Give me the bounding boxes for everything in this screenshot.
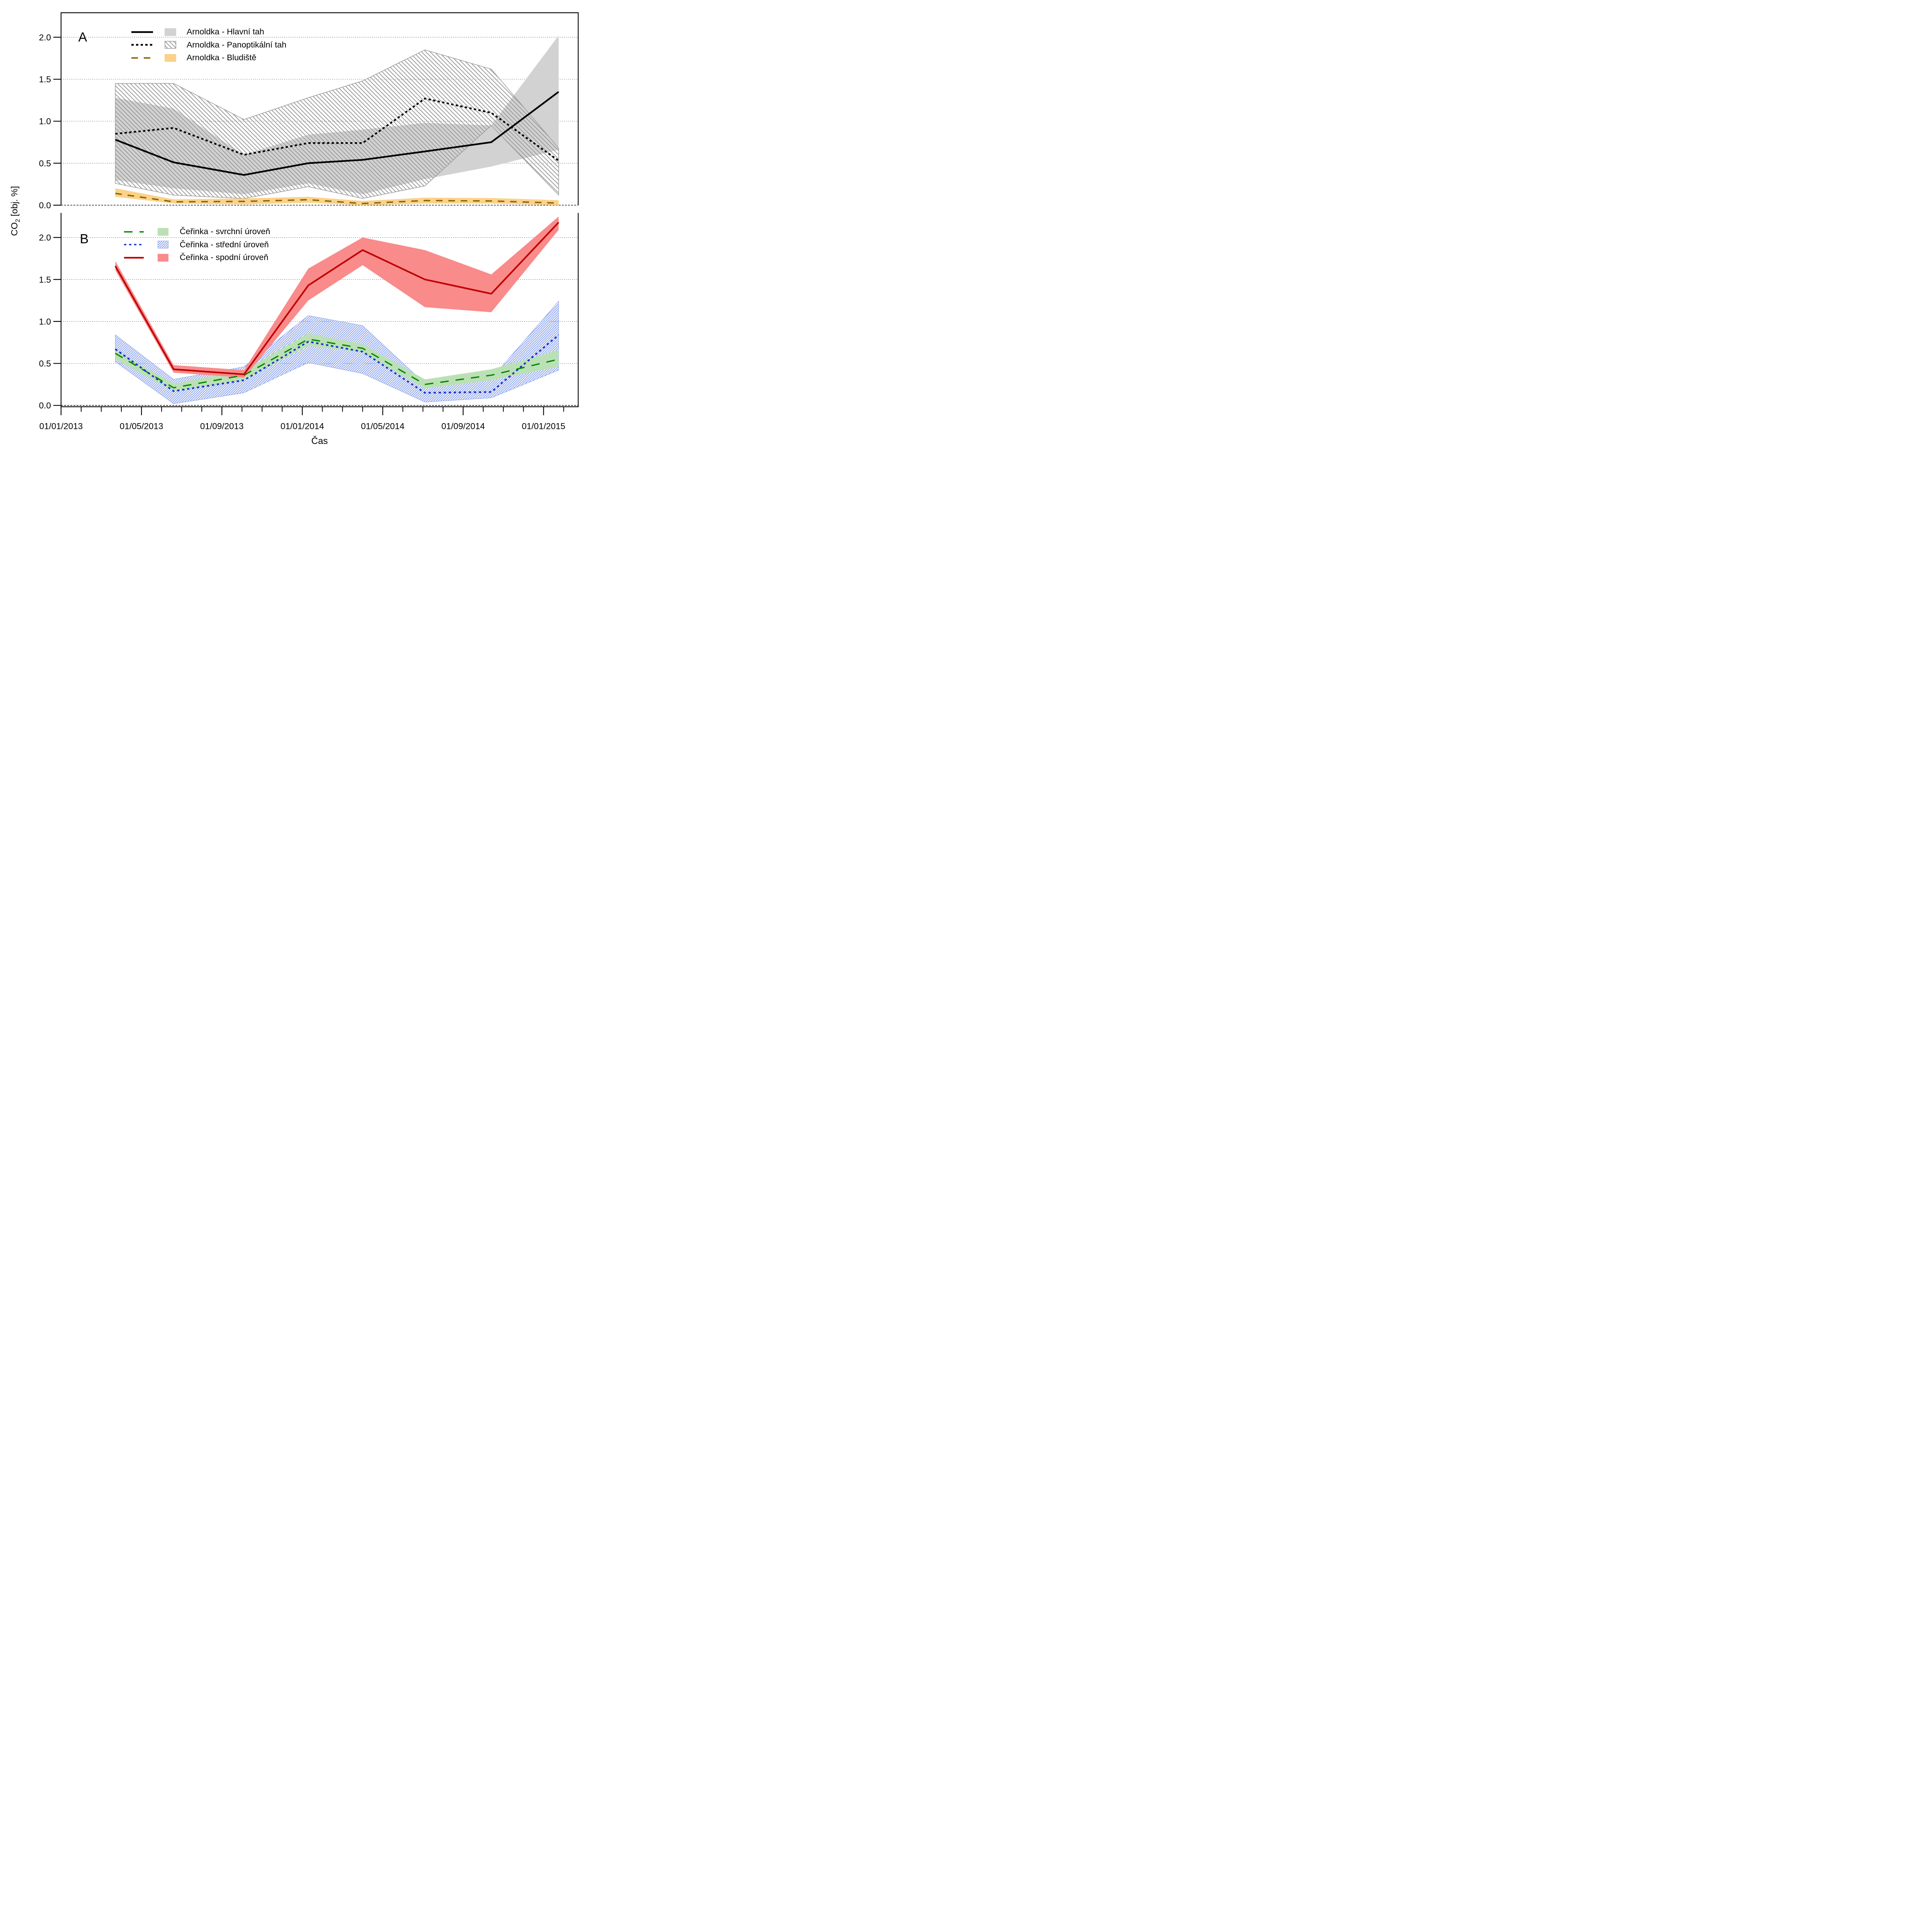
x-tick-label: 01/01/2013 [39,422,83,431]
confidence-band [115,49,559,199]
data-line [115,97,560,162]
legend-label: Arnoldka - Panoptikální tah [187,40,287,49]
gray-hatch-swatch [165,41,176,49]
x-tick-label: 01/05/2013 [120,422,163,431]
y-tick-label: 1.5 [39,75,51,84]
y-tick-label: 1.5 [39,275,51,284]
red-band-swatch [158,253,168,262]
panel-frames [60,12,579,407]
solid-black-line-sample [131,31,153,33]
x-tick-label: 01/09/2014 [441,422,485,431]
legend-label: Čeřinka - svrchní úroveň [180,227,270,236]
y-axis-title-sub: 2 [14,219,21,223]
panel-a-letter: A [78,30,87,45]
legend-panel-a: Arnoldka - Hlavní tah Arnoldka - Panopti… [0,26,286,65]
gray-band-swatch [165,28,176,36]
co2-two-panel-chart: 0.0 0.5 1.0 1.5 2.0 0.0 0.5 1.0 1.5 2.0 01/01/2013… [0,0,605,449]
legend-label: Čeřinka - spodní úroveň [180,253,269,262]
x-tick-label: 01/05/2014 [361,422,405,431]
y-tick-label: 2.0 [39,32,51,42]
y-tick-label: 2.0 [39,233,51,243]
dotted-black-line-sample [131,44,153,46]
y-axis-title-units: [obj. %] [9,186,20,219]
panel-a-series [115,36,560,205]
x-tick-label: 01/01/2015 [522,422,565,431]
panel-b-frame [60,213,579,407]
dotted-blue-line-sample [124,244,144,246]
y-tick-label: 1.0 [39,117,51,126]
legend-row-bludiste: Arnoldka - Bludiště [0,51,286,65]
confidence-band [115,216,559,378]
y-tick-label: 0.0 [39,201,51,210]
y-tick-label: 0.0 [39,401,51,410]
legend-row-panopticalni-tah: Arnoldka - Panoptikální tah [0,39,286,52]
data-line [115,91,560,176]
legend-row-hlavni-tah: Arnoldka - Hlavní tah [0,26,286,39]
dashed-brown-line-sample [131,57,153,59]
green-band-swatch [158,228,168,236]
confidence-band [115,333,559,391]
panel-b-letter: B [80,231,89,247]
legend-label: Arnoldka - Bludiště [187,53,257,62]
chart-canvas: 0.0 0.5 1.0 1.5 2.0 0.0 0.5 1.0 1.5 2.0 01/01/2013… [39,12,579,431]
legend-row-stredni: Čeřinka - střední úroveň [0,238,270,252]
y-axis-ticks: 0.0 0.5 1.0 1.5 2.0 0.0 0.5 1.0 1.5 2.0 [39,32,61,410]
legend-row-spodni: Čeřinka - spodní úroveň [0,251,270,264]
panel-b-series [114,216,560,404]
x-tick-label: 01/01/2014 [281,422,324,431]
legend-panel-b: Čeřinka - svrchní úroveň Čeřinka - střed… [0,225,270,264]
x-axis-title: Čas [311,436,328,446]
x-axis-ticks: 01/01/2013 01/05/2013 01/09/2013 01/01/2014… [39,406,565,431]
solid-red-line-sample [124,257,144,259]
data-line [115,338,559,389]
panel-a-frame [60,12,579,205]
legend-label: Čeřinka - střední úroveň [180,240,269,249]
x-tick-label: 01/09/2013 [200,422,244,431]
data-line [114,222,560,375]
data-line [115,334,560,394]
orange-band-swatch [165,54,176,62]
y-tick-label: 0.5 [39,359,51,369]
dashed-green-line-sample [124,231,144,233]
y-tick-label: 1.0 [39,317,51,327]
legend-label: Arnoldka - Hlavní tah [187,27,264,36]
legend-row-svrchni: Čeřinka - svrchní úroveň [0,225,270,238]
blue-hatch-swatch [158,241,168,249]
y-tick-label: 0.5 [39,158,51,168]
